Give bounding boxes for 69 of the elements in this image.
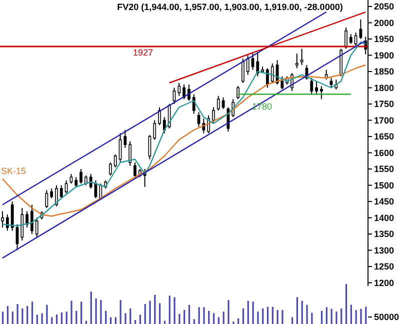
candlestick	[256, 52, 260, 77]
candlestick	[158, 106, 161, 126]
y-tick-label: 1700	[374, 115, 394, 126]
candlestick	[10, 201, 14, 232]
y-tick-label: 1300	[374, 245, 394, 256]
candlestick	[20, 208, 24, 241]
y-tick-label: 1200	[374, 278, 394, 288]
candlestick	[236, 86, 240, 100]
y-tick-label: 1250	[374, 262, 394, 272]
candlestick	[212, 106, 215, 124]
candlestick	[310, 78, 314, 95]
ref-line-label: 1927	[133, 47, 154, 58]
candlestick	[359, 19, 362, 40]
candlestick	[216, 95, 220, 111]
y-tick-label: 1800	[374, 82, 394, 93]
candlestick	[270, 62, 274, 84]
y-tick-label: 1600	[374, 148, 394, 158]
y-tick-label: 2000	[374, 18, 394, 28]
candlestick	[89, 173, 92, 189]
candlestick	[153, 120, 156, 140]
candlestick	[349, 34, 352, 44]
candlestick	[344, 27, 348, 50]
y-tick-label: 1350	[374, 229, 394, 240]
y-tick-label: 1400	[374, 212, 394, 223]
candlestick	[246, 54, 250, 76]
candlestick	[182, 84, 186, 100]
candlestick	[108, 162, 112, 176]
candlestick	[55, 184, 58, 207]
candlestick	[114, 154, 117, 168]
candlestick	[148, 134, 152, 160]
series-label: SK-15	[1, 166, 26, 176]
y-tick-label: 1450	[374, 196, 394, 207]
candlestick	[162, 116, 166, 134]
y-tick-label: 1550	[374, 164, 394, 174]
y-tick-label: 1500	[374, 180, 394, 190]
candlestick	[45, 190, 48, 208]
candlestick	[6, 214, 9, 232]
candlestick	[80, 168, 82, 184]
candlestick	[30, 204, 34, 234]
y-tick-label: 1750	[374, 99, 394, 110]
candlestick	[84, 175, 88, 186]
candlestick	[330, 78, 333, 88]
candlestick	[320, 86, 323, 100]
candlestick	[178, 82, 181, 96]
text: 50000	[374, 312, 400, 322]
candlestick	[295, 53, 298, 69]
candlestick	[74, 176, 78, 188]
candlestick	[128, 140, 132, 166]
candlestick	[168, 104, 171, 129]
chart-title: FV20 (1,944.00, 1,957.00, 1,903.00, 1,919.00, -28.0000)	[117, 2, 343, 12]
candlestick	[60, 184, 63, 199]
candlestick	[266, 68, 269, 88]
candlestick	[280, 76, 284, 90]
candlestick	[134, 162, 136, 180]
y-tick-label: 1950	[374, 34, 394, 44]
candlestick	[26, 210, 28, 228]
candlestick	[70, 173, 73, 184]
candlestick	[35, 217, 38, 238]
y-tick-label: 2050	[374, 2, 394, 12]
candlestick	[315, 80, 318, 95]
candlestick	[241, 58, 244, 84]
candlestick	[50, 188, 54, 199]
y-tick-label: 1650	[374, 132, 394, 142]
y-tick-label: 1850	[374, 66, 394, 77]
candlestick	[124, 130, 127, 148]
y-tick-label: 1900	[374, 50, 394, 60]
line-series	[2, 64, 366, 217]
candlestick	[300, 48, 304, 66]
candlestick	[222, 97, 225, 110]
